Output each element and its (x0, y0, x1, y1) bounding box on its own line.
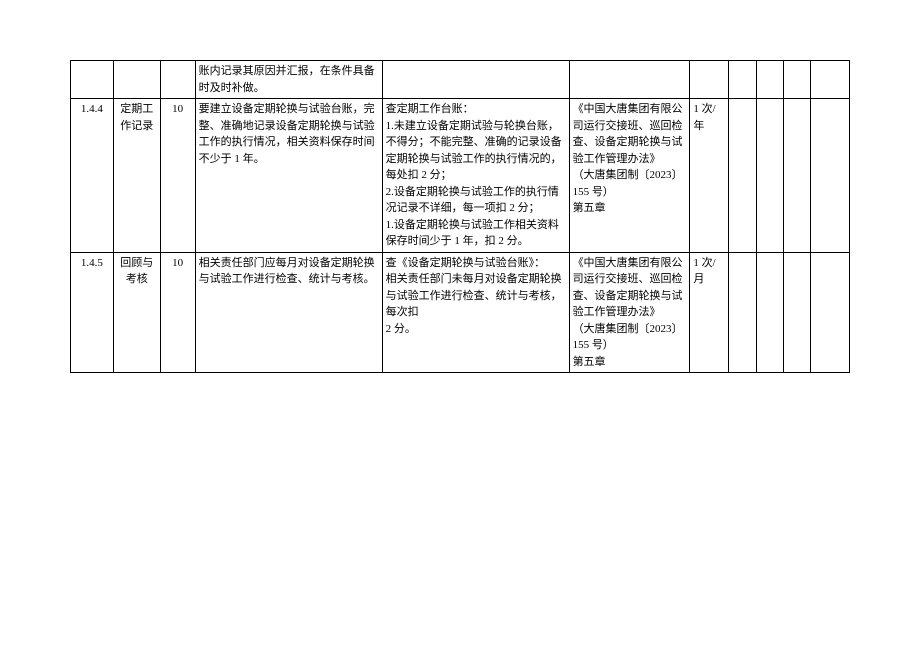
basis-line: （大唐集团制〔2023〕155 号） (573, 167, 687, 200)
cell-score: 10 (160, 252, 195, 373)
cell-content: 账内记录其原因并汇报，在条件具备时及时补做。 (195, 61, 382, 99)
basis-line: （大唐集团制〔2023〕155 号） (573, 321, 687, 354)
cell-content: 要建立设备定期轮换与试验台账，完整、准确地记录设备定期轮换与试验工作的执行情况，… (195, 99, 382, 253)
cell-standard: 查《设备定期轮换与试验台账》： 相关责任部门未每月对设备定期轮换与试验工作进行检… (382, 252, 569, 373)
standard-line: 2 分。 (386, 321, 566, 338)
cell-basis: 《中国大唐集团有限公司运行交接班、巡回检查、设备定期轮换与试验工作管理办法》 （… (569, 252, 690, 373)
cell-remark (783, 61, 810, 99)
cell-basis (569, 61, 690, 99)
standard-line: 1.设备定期轮换与试验工作相关资料保存时间少于 1 年，扣 2 分。 (386, 217, 566, 250)
assessment-table: 账内记录其原因并汇报，在条件具备时及时补做。 1.4.4 定期工作记录 10 要… (70, 60, 850, 373)
cell-cycle (690, 61, 729, 99)
standard-line: 1.未建立设备定期试验与轮换台账，不得分；不能完整、准确的记录设备定期轮换与试验… (386, 118, 566, 184)
cell-name: 定期工作记录 (113, 99, 160, 253)
standard-line: 2.设备定期轮换与试验工作的执行情况记录不详细，每一项扣 2 分； (386, 184, 566, 217)
basis-line: 《中国大唐集团有限公司运行交接班、巡回检查、设备定期轮换与试验工作管理办法》 (573, 101, 687, 167)
table-row: 1.4.5 回顾与考核 10 相关责任部门应每月对设备定期轮换与试验工作进行检查… (71, 252, 850, 373)
cell-remark (729, 99, 756, 253)
cell-cycle: 1 次/年 (690, 99, 729, 253)
basis-line: 第五章 (573, 354, 687, 371)
table-row: 1.4.4 定期工作记录 10 要建立设备定期轮换与试验台账，完整、准确地记录设… (71, 99, 850, 253)
cell-name: 回顾与考核 (113, 252, 160, 373)
basis-line: 第五章 (573, 200, 687, 217)
cell-remark (756, 252, 783, 373)
cell-standard (382, 61, 569, 99)
cell-score (160, 61, 195, 99)
cell-id: 1.4.5 (71, 252, 114, 373)
table-body: 账内记录其原因并汇报，在条件具备时及时补做。 1.4.4 定期工作记录 10 要… (71, 61, 850, 373)
cell-score: 10 (160, 99, 195, 253)
cell-name (113, 61, 160, 99)
basis-line: 《中国大唐集团有限公司运行交接班、巡回检查、设备定期轮换与试验工作管理办法》 (573, 255, 687, 321)
standard-line: 查定期工作台账： (386, 101, 566, 118)
cell-id: 1.4.4 (71, 99, 114, 253)
cell-content: 相关责任部门应每月对设备定期轮换与试验工作进行检查、统计与考核。 (195, 252, 382, 373)
cell-remark (756, 99, 783, 253)
cell-remark (811, 99, 850, 253)
cell-basis: 《中国大唐集团有限公司运行交接班、巡回检查、设备定期轮换与试验工作管理办法》 （… (569, 99, 690, 253)
cell-cycle: 1 次/月 (690, 252, 729, 373)
standard-line: 查《设备定期轮换与试验台账》： (386, 255, 566, 272)
cell-remark (783, 252, 810, 373)
cell-remark (756, 61, 783, 99)
cell-remark (729, 252, 756, 373)
standard-line: 相关责任部门未每月对设备定期轮换与试验工作进行检查、统计与考核，每次扣 (386, 271, 566, 321)
cell-remark (783, 99, 810, 253)
table-row: 账内记录其原因并汇报，在条件具备时及时补做。 (71, 61, 850, 99)
cell-remark (811, 252, 850, 373)
cell-remark (811, 61, 850, 99)
cell-standard: 查定期工作台账： 1.未建立设备定期试验与轮换台账，不得分；不能完整、准确的记录… (382, 99, 569, 253)
cell-remark (729, 61, 756, 99)
cell-id (71, 61, 114, 99)
